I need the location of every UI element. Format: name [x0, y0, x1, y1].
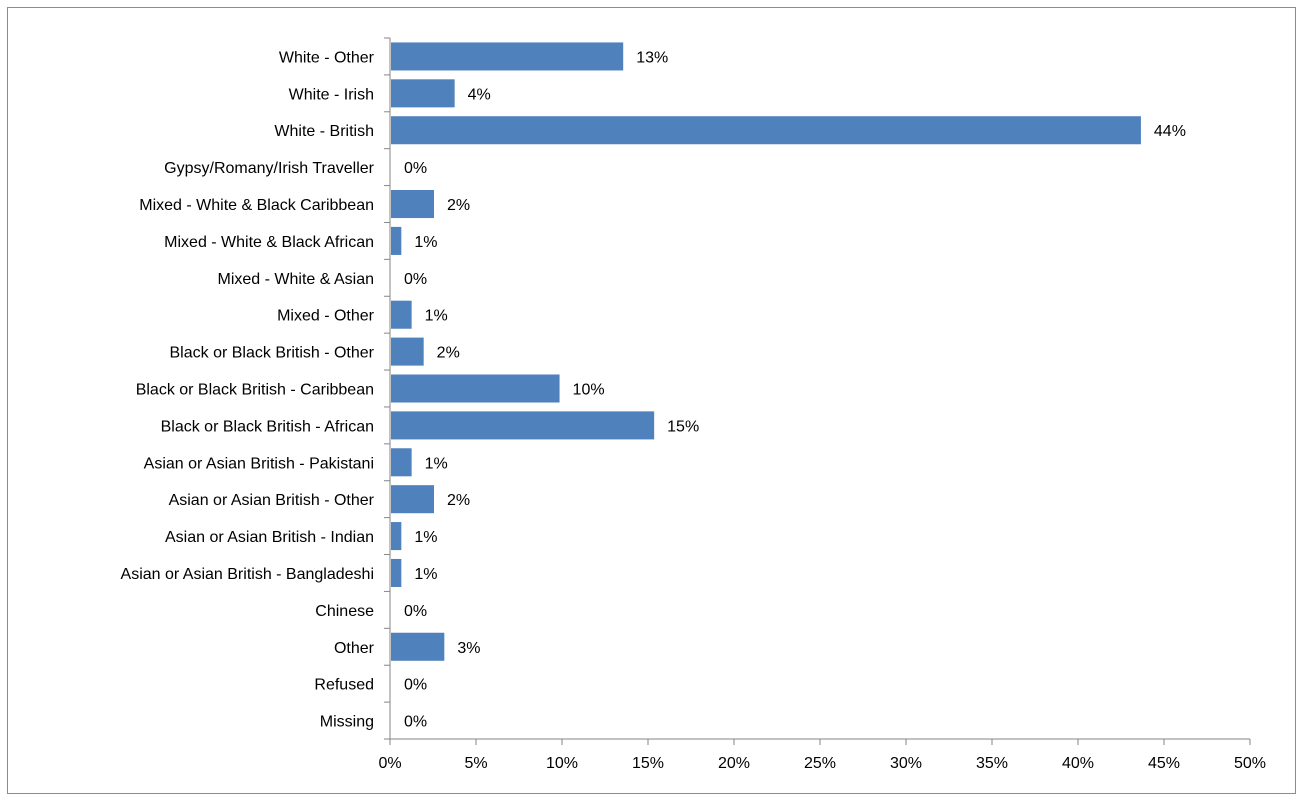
category-label-15: Chinese [315, 603, 374, 620]
x-tick-label-6: 30% [890, 755, 922, 772]
x-tick-label-10: 50% [1234, 755, 1266, 772]
data-label-13: 1% [414, 529, 437, 546]
bar-8 [391, 337, 424, 366]
data-label-6: 0% [404, 271, 427, 288]
data-label-4: 2% [447, 197, 470, 214]
category-label-4: Mixed - White & Black Caribbean [139, 197, 374, 214]
bar-12 [391, 485, 434, 514]
bar-0 [391, 42, 624, 71]
x-tick-label-7: 35% [976, 755, 1008, 772]
category-label-6: Mixed - White & Asian [218, 271, 375, 288]
category-label-14: Asian or Asian British - Bangladeshi [121, 566, 374, 583]
data-label-11: 1% [425, 455, 448, 472]
bar-11 [391, 448, 412, 477]
bar-14 [391, 558, 402, 587]
bar-13 [391, 522, 402, 551]
data-label-5: 1% [414, 234, 437, 251]
axes-group [384, 37, 1251, 745]
category-label-18: Missing [320, 714, 374, 731]
bars-group [391, 42, 1141, 661]
data-label-14: 1% [414, 566, 437, 583]
data-label-3: 0% [404, 160, 427, 177]
data-label-17: 0% [404, 677, 427, 694]
category-label-7: Mixed - Other [277, 308, 375, 325]
x-tick-label-3: 15% [632, 755, 664, 772]
bar-9 [391, 374, 560, 403]
category-label-3: Gypsy/Romany/Irish Traveller [164, 160, 375, 177]
data-label-18: 0% [404, 714, 427, 731]
x-tick-label-2: 10% [546, 755, 578, 772]
bar-16 [391, 632, 445, 661]
x-tick-label-0: 0% [378, 755, 401, 772]
bar-7 [391, 300, 412, 329]
data-label-12: 2% [447, 492, 470, 509]
bar-1 [391, 79, 455, 108]
category-label-17: Refused [314, 677, 374, 694]
data-label-7: 1% [425, 308, 448, 325]
category-label-5: Mixed - White & Black African [164, 234, 374, 251]
data-label-8: 2% [437, 345, 460, 362]
x-tick-label-5: 25% [804, 755, 836, 772]
category-label-10: Black or Black British - African [161, 418, 374, 435]
data-label-10: 15% [667, 418, 699, 435]
category-label-9: Black or Black British - Caribbean [136, 382, 374, 399]
x-tick-label-8: 40% [1062, 755, 1094, 772]
labels-group: White - Other 13% White - Irish 4% White - B… [121, 49, 1266, 772]
category-label-1: White - Irish [289, 86, 374, 103]
category-label-13: Asian or Asian British - Indian [165, 529, 374, 546]
category-label-0: White - Other [279, 49, 375, 66]
bar-4 [391, 190, 434, 219]
bar-10 [391, 411, 655, 440]
category-label-12: Asian or Asian British - Other [169, 492, 375, 509]
x-tick-label-4: 20% [718, 755, 750, 772]
bar-5 [391, 226, 402, 255]
data-label-0: 13% [636, 49, 668, 66]
data-label-9: 10% [573, 382, 605, 399]
category-label-8: Black or Black British - Other [170, 345, 375, 362]
data-label-2: 44% [1154, 123, 1186, 140]
category-label-2: White - British [274, 123, 374, 140]
x-tick-label-9: 45% [1148, 755, 1180, 772]
data-label-1: 4% [468, 86, 491, 103]
category-label-16: Other [334, 640, 375, 657]
x-tick-label-1: 5% [464, 755, 487, 772]
category-label-11: Asian or Asian British - Pakistani [144, 455, 374, 472]
data-label-16: 3% [457, 640, 480, 657]
bar-2 [391, 116, 1141, 145]
data-label-15: 0% [404, 603, 427, 620]
